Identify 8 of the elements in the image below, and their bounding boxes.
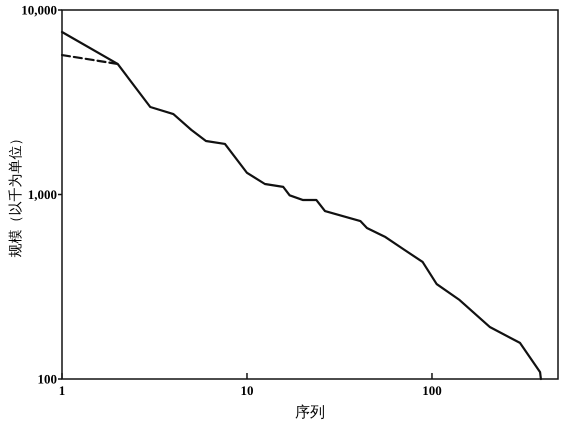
y-axis-title: 规模（以千为单位）: [8, 132, 24, 258]
x-tick-label: 1: [58, 383, 66, 398]
x-tick-label: 10: [240, 383, 254, 398]
y-tick-label: 100: [38, 372, 57, 387]
x-axis-title: 序列: [295, 403, 325, 421]
x-tick-label: 100: [422, 383, 442, 398]
y-tick-label: 10,000: [21, 2, 57, 18]
y-tick-label: 1,000: [28, 187, 57, 202]
